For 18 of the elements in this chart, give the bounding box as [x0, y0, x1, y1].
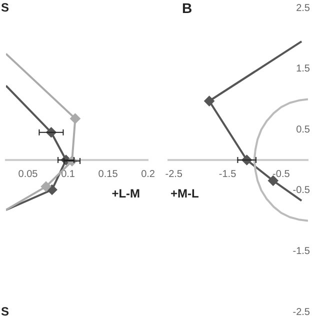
- y-tick-label: 0.5: [296, 124, 310, 136]
- y-tick-label: -2.5: [292, 306, 310, 318]
- x-axis-title: +L-M: [112, 186, 140, 200]
- chart-title: B: [182, 0, 192, 16]
- x-tick-label: 0.15: [98, 168, 118, 180]
- text: S: [1, 0, 10, 14]
- y-tick-label: 1.5: [296, 64, 310, 75]
- text: S: [1, 304, 10, 318]
- x-tick-label: -0.5: [272, 168, 290, 180]
- x-tick-label: 0.05: [18, 168, 38, 180]
- x-tick-label: 0.1: [61, 168, 76, 180]
- y-tick-label: -1.5: [292, 246, 310, 257]
- x-axis-title: +M-L: [170, 186, 199, 200]
- x-tick-label: -1.5: [218, 168, 237, 180]
- y-tick-label: -0.5: [292, 185, 310, 196]
- x-tick-label: 0.2: [141, 168, 156, 180]
- y-tick-label: 2.5: [296, 2, 310, 14]
- x-tick-label: -2.5: [165, 168, 183, 180]
